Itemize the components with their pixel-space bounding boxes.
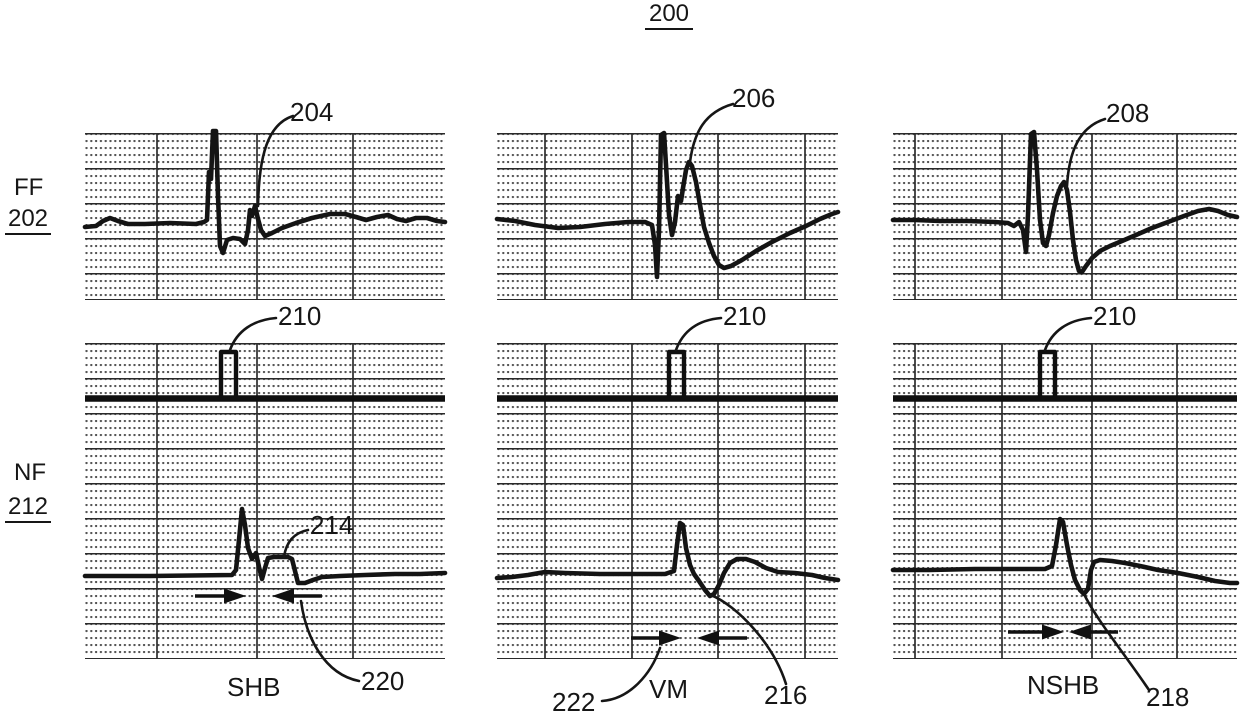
row-label-ff: FF <box>14 174 44 201</box>
column-label-vm: VM <box>649 674 688 704</box>
row-ref-202: 202 <box>5 207 51 235</box>
figure-number: 200 <box>645 2 693 30</box>
callout-210-shb: 210 <box>278 301 322 331</box>
callout-216: 216 <box>764 680 808 710</box>
grid-panel-nf-nshb <box>893 343 1237 659</box>
column-label-nshb: NSHB <box>1027 670 1100 700</box>
row-ref-212: 212 <box>5 495 51 523</box>
callout-222: 222 <box>552 687 596 717</box>
callout-218: 218 <box>1146 682 1190 712</box>
callout-214: 214 <box>310 510 354 540</box>
callout-208: 208 <box>1106 98 1150 128</box>
callout-204: 204 <box>290 97 334 127</box>
callout-220: 220 <box>361 666 405 696</box>
grid-panel-nf-shb <box>85 343 445 659</box>
row-label-nf: NF <box>14 459 46 486</box>
callout-210-nshb: 210 <box>1093 301 1137 331</box>
grid-panel-ff-vm <box>497 133 838 300</box>
grid-panel-ff-shb <box>85 133 445 300</box>
grid-panel-nf-vm <box>497 343 838 659</box>
grid-panel-ff-nshb <box>893 133 1237 300</box>
column-label-shb: SHB <box>227 672 281 702</box>
callout-210-vm: 210 <box>723 301 767 331</box>
callout-206: 206 <box>732 83 776 113</box>
